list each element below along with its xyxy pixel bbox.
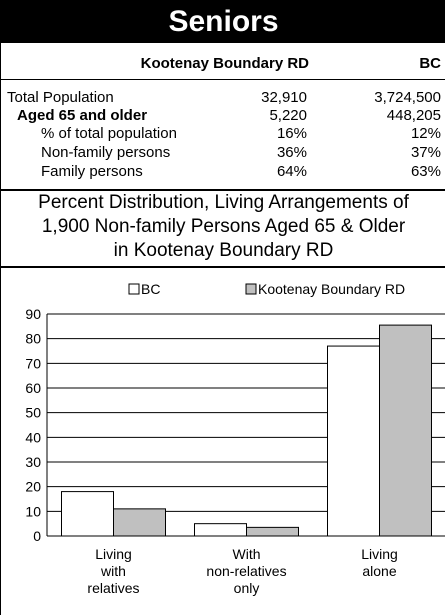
row-bc-value: 3,724,500 (374, 89, 441, 106)
row-bc-value: 37% (410, 144, 441, 161)
stats-table: Kootenay Boundary RD BC Total Population… (1, 43, 445, 188)
y-tick-label: 30 (25, 454, 41, 470)
x-category-label: non-relatives (206, 563, 286, 579)
bar-bc (327, 345, 380, 537)
y-tick-label: 40 (25, 429, 41, 445)
page-title-text: Seniors (168, 4, 279, 38)
row-label: Aged 65 and older (17, 107, 148, 124)
bar-region (113, 508, 166, 537)
x-category-label: only (234, 580, 260, 596)
stats-row-family: Family persons 64% 63% (1, 163, 445, 181)
distribution-title-line2: 1,900 Non-family Persons Aged 65 & Older (41, 216, 406, 237)
y-tick-label: 60 (25, 380, 41, 396)
y-tick-label: 70 (25, 355, 41, 371)
x-category-label: Living (361, 546, 398, 562)
row-region-value: 36% (276, 144, 307, 161)
stats-row-aged-65: Aged 65 and older 5,220 448,205 (1, 107, 445, 125)
row-bc-value: 63% (410, 163, 441, 180)
row-label: Total Population (7, 89, 114, 106)
y-tick-label: 10 (25, 503, 41, 519)
page-title: Seniors (1, 0, 445, 43)
legend-label-bc: BC (141, 281, 160, 297)
y-tick-label: 90 (25, 306, 41, 322)
x-category-label: with (100, 563, 126, 579)
row-label: % of total population (41, 125, 177, 142)
row-region-value: 16% (276, 125, 307, 142)
stats-row-pct-total: % of total population 16% 12% (1, 125, 445, 143)
stats-header-bc: BC (419, 55, 441, 72)
y-tick-label: 80 (25, 331, 41, 347)
distribution-title-line3: in Kootenay Boundary RD (113, 240, 334, 261)
stats-header-divider (1, 79, 445, 80)
distribution-title-line1: Percent Distribution, Living Arrangement… (38, 192, 409, 213)
y-tick-label: 20 (25, 479, 41, 495)
legend-label-region: Kootenay Boundary RD (258, 281, 405, 297)
row-bc-value: 448,205 (386, 107, 441, 124)
x-category-label: With (233, 546, 261, 562)
chart-container: BC Kootenay Boundary RD 0 10 20 30 40 50 60 70 80 9… (1, 268, 445, 615)
x-category-label: relatives (87, 580, 139, 596)
row-label: Family persons (41, 163, 143, 180)
stats-row-non-family: Non-family persons 36% 37% (1, 144, 445, 162)
row-region-value: 32,910 (261, 89, 307, 106)
section-divider (1, 266, 445, 268)
x-category-label: alone (362, 563, 396, 579)
distribution-title: Percent Distribution, Living Arrangement… (1, 191, 445, 266)
bar-region (246, 526, 299, 537)
y-tick-label: 0 (33, 528, 41, 544)
row-bc-value: 12% (410, 125, 441, 142)
bar-bc (61, 491, 114, 537)
row-label: Non-family persons (41, 144, 171, 161)
row-region-value: 5,220 (269, 107, 307, 124)
legend-swatch-region (245, 283, 257, 295)
bar-region (379, 324, 432, 537)
stats-header-region: Kootenay Boundary RD (140, 55, 309, 72)
row-region-value: 64% (276, 163, 307, 180)
legend-swatch-bc (128, 283, 140, 295)
x-category-label: Living (95, 546, 132, 562)
bar-chart: BC Kootenay Boundary RD 0 10 20 30 40 50 60 70 80 9… (25, 281, 445, 596)
stats-row-total-population: Total Population 32,910 3,724,500 (1, 89, 445, 107)
bar-bc (194, 523, 247, 537)
y-tick-label: 50 (25, 405, 41, 421)
section-divider (1, 189, 445, 191)
